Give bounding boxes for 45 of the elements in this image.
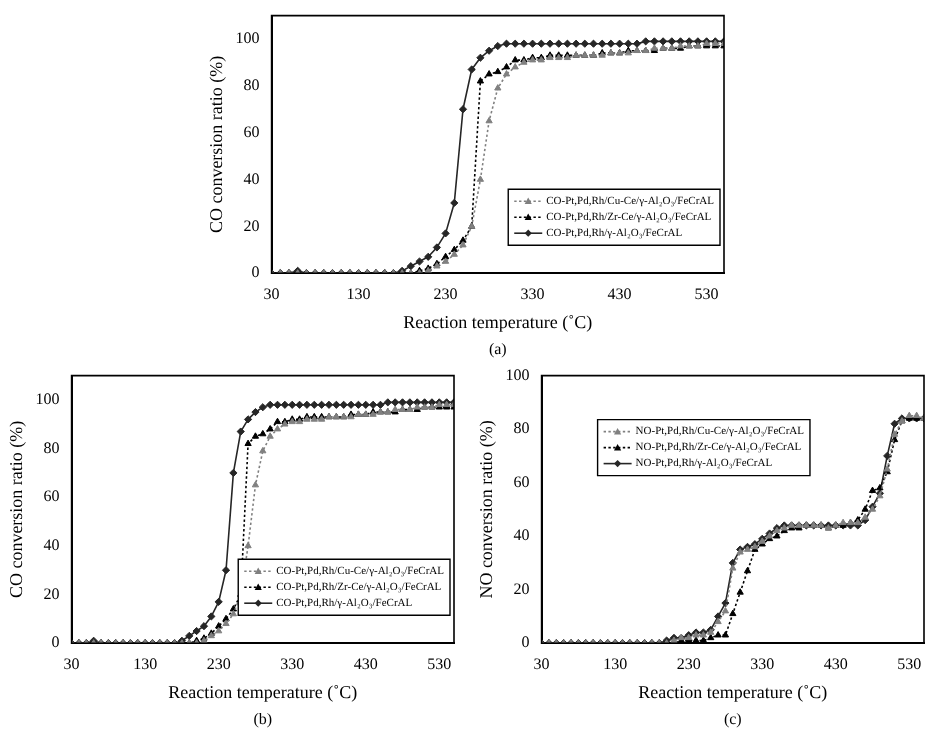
y-tick-label: 20 — [243, 216, 260, 235]
text: (c) — [723, 710, 743, 729]
x-tick-label: 30 — [63, 654, 80, 673]
y-tick-label: 40 — [513, 526, 530, 545]
x-tick-label: 530 — [694, 284, 719, 303]
y-tick-label: 80 — [243, 76, 260, 95]
x-axis-title: Reaction temperature (˚C) — [403, 311, 593, 332]
x-tick-label: 330 — [520, 284, 545, 303]
y-axis-title: NO conversion ratio (%) — [475, 420, 496, 599]
y-tick-label: 0 — [521, 633, 530, 652]
x-tick-label: 430 — [353, 654, 378, 673]
x-tick-label: 530 — [897, 654, 922, 673]
x-tick-label: 430 — [607, 284, 632, 303]
x-tick-label: 130 — [346, 284, 371, 303]
x-axis-title: Reaction temperature (˚C) — [638, 681, 828, 702]
text: (b) — [253, 710, 273, 729]
text: (a) — [488, 340, 508, 359]
x-tick-label: 130 — [133, 654, 158, 673]
y-tick-label: 60 — [43, 487, 60, 506]
y-tick-label: 20 — [43, 584, 60, 603]
x-tick-label: 230 — [433, 284, 458, 303]
x-tick-label: 330 — [280, 654, 305, 673]
x-tick-label: 330 — [750, 654, 775, 673]
y-tick-label: 0 — [251, 263, 260, 282]
x-axis-title: Reaction temperature (˚C) — [168, 681, 358, 702]
x-tick-label: 30 — [533, 654, 550, 673]
y-tick-label: 20 — [513, 579, 530, 598]
x-tick-label: 30 — [263, 284, 280, 303]
x-tick-label: 530 — [427, 654, 452, 673]
y-tick-label: 40 — [43, 536, 60, 555]
y-tick-label: 60 — [513, 472, 530, 491]
x-tick-label: 230 — [206, 654, 231, 673]
y-axis-title: CO conversion ratio (%) — [5, 420, 26, 599]
y-tick-label: 0 — [51, 633, 60, 652]
y-tick-label: 60 — [243, 122, 260, 141]
y-tick-label: 100 — [235, 29, 260, 48]
y-tick-label: 40 — [243, 169, 260, 188]
y-tick-label: 80 — [513, 419, 530, 438]
x-tick-label: 230 — [676, 654, 701, 673]
y-tick-label: 80 — [43, 438, 60, 457]
x-tick-label: 130 — [603, 654, 628, 673]
y-axis-title: CO conversion ratio (%) — [205, 55, 226, 234]
y-tick-label: 100 — [35, 390, 60, 409]
y-tick-label: 100 — [505, 365, 530, 384]
x-tick-label: 430 — [823, 654, 848, 673]
